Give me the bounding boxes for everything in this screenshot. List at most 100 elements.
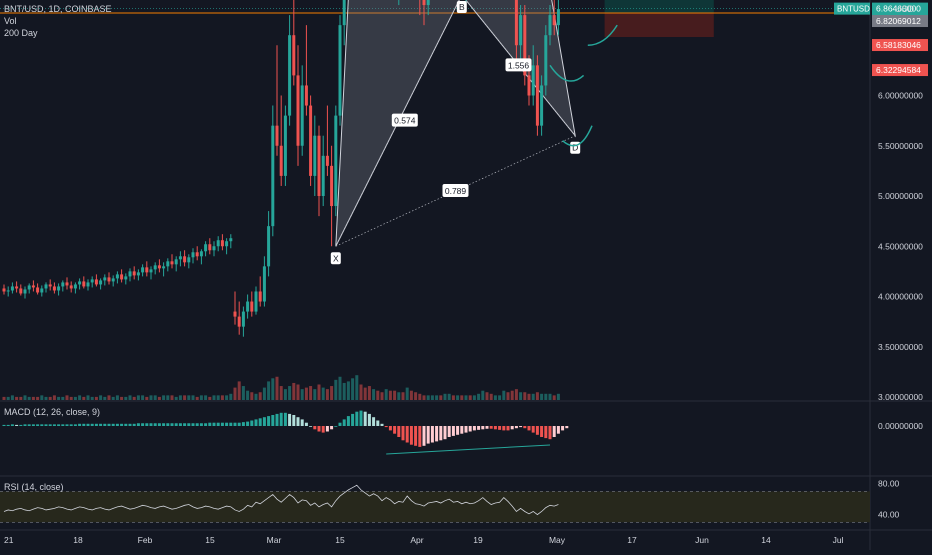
macd-bar [317, 426, 321, 432]
macd-bar [321, 426, 325, 433]
y-tick-label: 3.50000000 [878, 342, 923, 352]
x-tick-label: 18 [73, 535, 83, 545]
macd-bar [456, 426, 460, 435]
candle-body [246, 301, 250, 312]
volume-bar [170, 395, 174, 400]
price-tag-label: 6.58183046 [876, 40, 921, 50]
currency-label[interactable]: USD [895, 4, 915, 14]
candle-body [132, 271, 136, 276]
macd-bar [191, 423, 195, 426]
y-tick-label: 6.00000000 [878, 91, 923, 101]
macd-bar [418, 426, 422, 447]
volume-bar [519, 392, 523, 400]
volume-bar [23, 395, 27, 400]
macd-bar [502, 426, 506, 431]
macd-bar [124, 423, 128, 426]
volume-bar [506, 392, 510, 400]
volume-bar [90, 396, 94, 400]
ratio-label-box [442, 183, 469, 197]
x-tick-label: 17 [627, 535, 637, 545]
volume-bar [178, 395, 182, 400]
volume-bar [107, 395, 111, 400]
candle-body [288, 35, 292, 116]
volume-bar [321, 387, 325, 400]
volume-bar [351, 378, 355, 400]
volume-bar [258, 392, 262, 400]
volume-bar [61, 396, 65, 400]
macd-bar [481, 426, 485, 430]
macd-bar [409, 426, 413, 445]
point-label: X [333, 253, 339, 263]
macd-bar [388, 426, 392, 431]
volume-bar [548, 393, 552, 400]
volume-bar [10, 395, 14, 400]
candle-body [69, 285, 73, 289]
macd-bar [405, 426, 409, 443]
volume-bar [552, 395, 556, 400]
volume-bar [31, 396, 35, 400]
candle-body [262, 266, 266, 302]
point-label-box [330, 252, 341, 265]
candle-body [10, 286, 14, 291]
volume-bar [388, 390, 392, 400]
macd-bar [166, 423, 170, 426]
candle-body [183, 256, 187, 263]
volume-bar [283, 389, 287, 400]
macd-bar [514, 426, 518, 429]
macd-bar [346, 416, 350, 426]
candle-body [258, 291, 262, 302]
candle-body [36, 287, 40, 293]
volume-bar [510, 390, 514, 400]
macd-bar [506, 426, 510, 431]
volume-bar [325, 389, 329, 400]
volume-bar [124, 396, 128, 400]
volume-bar [57, 396, 61, 400]
volume-bar [304, 387, 308, 400]
candle-body [191, 252, 195, 258]
volume-bar [36, 396, 40, 400]
volume-bar [267, 381, 271, 400]
volume-bar [514, 389, 518, 400]
macd-bar [288, 413, 292, 426]
candle-body [325, 155, 329, 166]
volume-bar [292, 382, 296, 400]
candle-body [237, 316, 241, 327]
macd-bar [73, 424, 77, 426]
volume-bar [103, 396, 107, 400]
symbol-title[interactable]: BNT/USD, 1D, COINBASE [4, 4, 112, 14]
macd-bar [103, 423, 107, 426]
x-tick-label: May [549, 535, 566, 545]
candle-body [111, 278, 115, 282]
volume-bar [317, 384, 321, 400]
y-tick-label: 5.00000000 [878, 191, 923, 201]
volume-bar [435, 395, 439, 400]
candle-body [523, 15, 527, 76]
macd-bar [380, 423, 384, 426]
macd-bar [342, 419, 346, 426]
volume-bar [99, 395, 103, 400]
price-tag-label: 6.86460000 [876, 4, 921, 14]
macd-bar [351, 413, 355, 426]
point-label-box [456, 1, 467, 13]
volume-bar [52, 395, 56, 400]
macd-bar [552, 426, 556, 437]
y-tick-label: 5.50000000 [878, 141, 923, 151]
volume-bar [477, 393, 481, 400]
candle-body [23, 289, 27, 294]
macd-bar [313, 426, 317, 430]
volume-bar [212, 395, 216, 400]
candle-body [103, 277, 107, 281]
volume-bar [346, 381, 350, 400]
candle-body [548, 15, 552, 36]
volume-bar [128, 395, 132, 400]
macd-bar [10, 424, 14, 426]
macd-bar [212, 422, 216, 426]
macd-bar [258, 418, 262, 426]
candle-body [128, 271, 132, 277]
volume-bar [401, 392, 405, 400]
candle-body [540, 85, 544, 126]
candle-body [6, 290, 10, 292]
macd-bar [414, 426, 418, 446]
